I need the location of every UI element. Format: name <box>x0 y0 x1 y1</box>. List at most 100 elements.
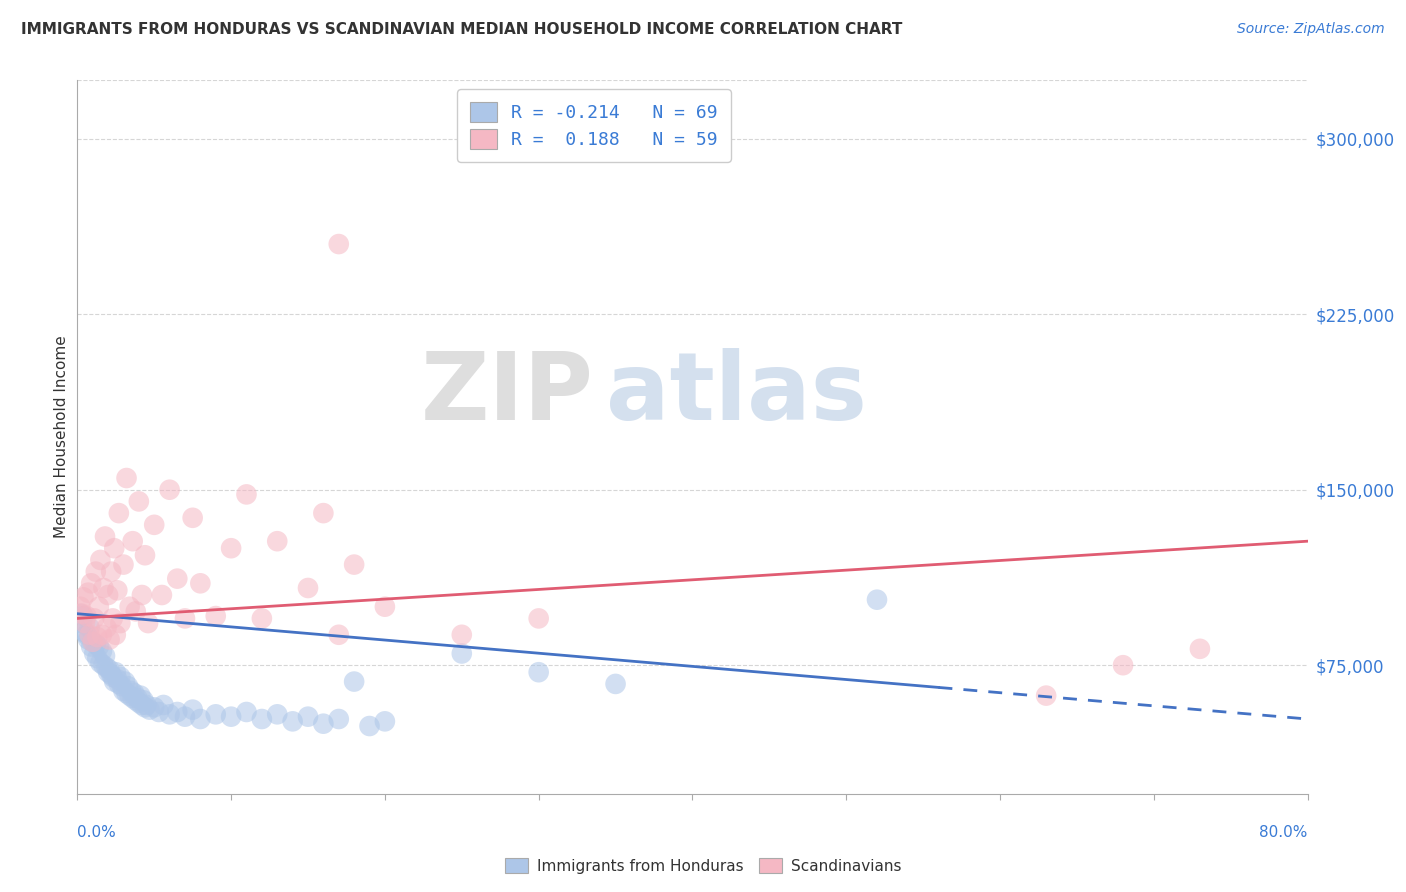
Point <box>83 647 105 661</box>
Point <box>86 630 108 644</box>
Point <box>72 609 94 624</box>
Point <box>70 616 93 631</box>
Point <box>80 576 103 591</box>
Point <box>94 648 117 663</box>
Text: Source: ZipAtlas.com: Source: ZipAtlas.com <box>1237 22 1385 37</box>
Point <box>110 616 132 631</box>
Point <box>84 565 107 579</box>
Point <box>152 698 174 712</box>
Text: IMMIGRANTS FROM HONDURAS VS SCANDINAVIAN MEDIAN HOUSEHOLD INCOME CORRELATION CHA: IMMIGRANTS FROM HONDURAS VS SCANDINAVIAN… <box>21 22 903 37</box>
Point <box>174 709 197 723</box>
Point <box>297 581 319 595</box>
Point <box>118 689 141 703</box>
Point <box>111 679 134 693</box>
Point <box>148 705 170 719</box>
Point <box>100 565 122 579</box>
Point <box>93 581 115 595</box>
Y-axis label: Median Household Income: Median Household Income <box>53 335 69 539</box>
Point <box>121 690 143 705</box>
Point <box>97 665 120 680</box>
Point <box>115 686 138 700</box>
Point <box>128 494 150 508</box>
Point <box>174 611 197 625</box>
Point <box>104 665 127 680</box>
Point <box>79 628 101 642</box>
Point <box>96 660 118 674</box>
Legend: Immigrants from Honduras, Scandinavians: Immigrants from Honduras, Scandinavians <box>499 852 907 880</box>
Point <box>120 684 142 698</box>
Point <box>343 558 366 572</box>
Text: atlas: atlas <box>606 348 868 441</box>
Point <box>328 237 350 252</box>
Point <box>97 588 120 602</box>
Point <box>181 510 204 524</box>
Point <box>108 677 131 691</box>
Point <box>374 599 396 614</box>
Point <box>204 609 226 624</box>
Point <box>86 651 108 665</box>
Point <box>166 572 188 586</box>
Point <box>128 696 150 710</box>
Point <box>250 611 273 625</box>
Point <box>77 632 100 647</box>
Text: 80.0%: 80.0% <box>1260 825 1308 840</box>
Point <box>188 576 212 591</box>
Legend: R = -0.214   N = 69, R =  0.188   N = 59: R = -0.214 N = 69, R = 0.188 N = 59 <box>457 89 731 161</box>
Point <box>125 693 148 707</box>
Point <box>82 635 104 649</box>
Point <box>94 529 117 543</box>
Point <box>219 541 242 556</box>
Point <box>1112 658 1135 673</box>
Point <box>69 607 91 621</box>
Point <box>374 714 396 729</box>
Point <box>219 709 242 723</box>
Point <box>328 712 350 726</box>
Point <box>98 632 121 647</box>
Point <box>83 611 105 625</box>
Point <box>125 604 148 618</box>
Point <box>90 644 114 658</box>
Point <box>866 592 889 607</box>
Point <box>266 707 288 722</box>
Point <box>89 656 111 670</box>
Point <box>181 703 204 717</box>
Point <box>527 611 550 625</box>
Point <box>118 599 141 614</box>
Point <box>127 690 149 705</box>
Point <box>112 558 135 572</box>
Point <box>134 700 156 714</box>
Point <box>188 712 212 726</box>
Point <box>117 679 139 693</box>
Point <box>328 628 350 642</box>
Point <box>105 583 128 598</box>
Point <box>131 588 153 602</box>
Point <box>134 548 156 562</box>
Point <box>204 707 226 722</box>
Point <box>103 541 125 556</box>
Point <box>76 609 98 624</box>
Point <box>131 698 153 712</box>
Point <box>527 665 550 680</box>
Point <box>138 703 160 717</box>
Point <box>235 705 257 719</box>
Point <box>143 517 166 532</box>
Point <box>166 705 188 719</box>
Point <box>114 674 136 689</box>
Point <box>105 672 128 686</box>
Point <box>129 689 152 703</box>
Point <box>87 599 110 614</box>
Point <box>235 487 257 501</box>
Point <box>84 637 107 651</box>
Point <box>121 534 143 549</box>
Point <box>96 621 118 635</box>
Point <box>122 686 145 700</box>
Point <box>312 716 335 731</box>
Point <box>1035 689 1057 703</box>
Point <box>89 553 111 567</box>
Point <box>297 709 319 723</box>
Point <box>69 599 91 614</box>
Point <box>108 506 131 520</box>
Point <box>132 693 155 707</box>
Point <box>87 640 110 654</box>
Text: 0.0%: 0.0% <box>77 825 117 840</box>
